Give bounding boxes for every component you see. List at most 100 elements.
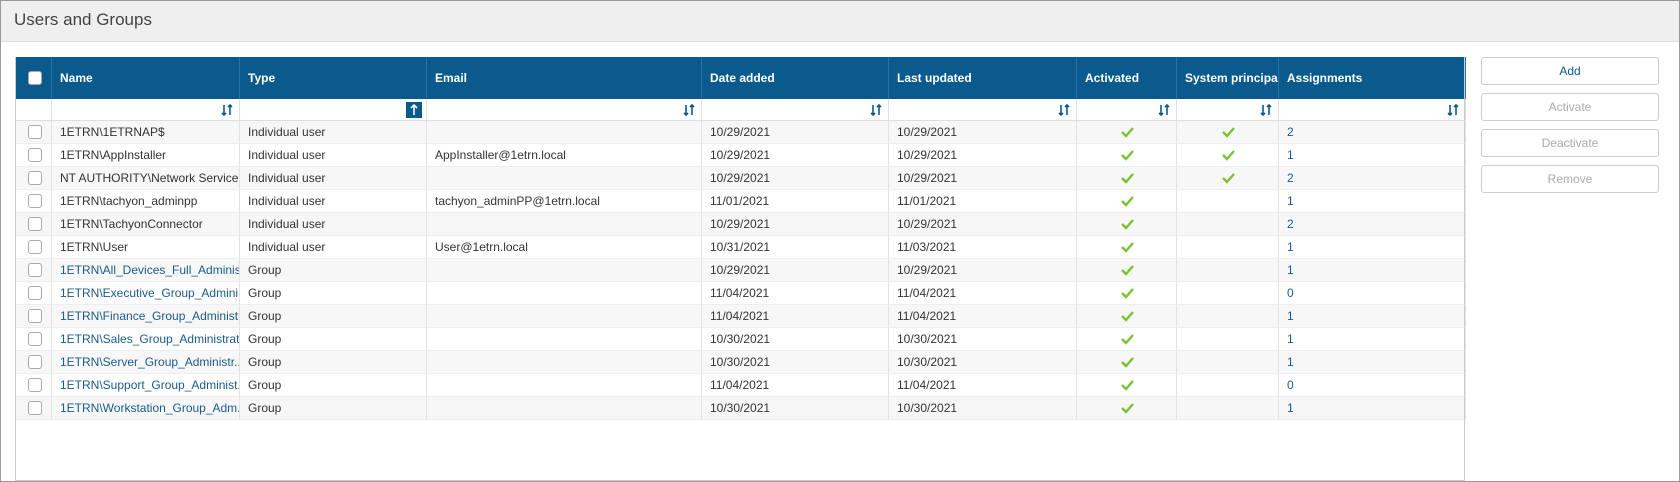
column-header[interactable]: Assignments (1279, 57, 1466, 99)
filter-cell[interactable] (1177, 99, 1279, 120)
row-checkbox[interactable] (28, 171, 42, 185)
cell-link[interactable]: 1 (1287, 332, 1294, 346)
filter-cell[interactable] (427, 99, 702, 120)
table-cell: 11/04/2021 (702, 374, 889, 396)
check-icon (1120, 311, 1134, 322)
cell-link[interactable]: 1 (1287, 355, 1294, 369)
table-cell[interactable]: 1 (1279, 144, 1466, 166)
table-cell (427, 213, 702, 235)
column-header[interactable]: Activated (1077, 57, 1177, 99)
table-cell[interactable]: 1ETRN\Server_Group_Administr... (52, 351, 240, 373)
table-cell: tachyon_adminPP@1etrn.local (427, 190, 702, 212)
table-cell[interactable]: 1 (1279, 259, 1466, 281)
table-cell[interactable]: 1ETRN\All_Devices_Full_Adminis... (52, 259, 240, 281)
row-checkbox[interactable] (28, 194, 42, 208)
table-cell[interactable]: 2 (1279, 121, 1466, 143)
cell-link[interactable]: 1ETRN\Sales_Group_Administrat... (60, 332, 240, 346)
sort-icon[interactable] (219, 102, 235, 118)
sort-icon[interactable] (868, 102, 884, 118)
cell-link[interactable]: 1ETRN\Finance_Group_Administ... (60, 309, 240, 323)
row-checkbox[interactable] (28, 309, 42, 323)
row-checkbox[interactable] (28, 401, 42, 415)
cell-text: Group (248, 263, 282, 277)
column-header[interactable]: Type (240, 57, 427, 99)
cell-link[interactable]: 1 (1287, 309, 1294, 323)
table-cell[interactable]: 0 (1279, 282, 1466, 304)
column-header[interactable]: Name (52, 57, 240, 99)
row-checkbox[interactable] (28, 240, 42, 254)
row-checkbox[interactable] (28, 125, 42, 139)
table-cell: AppInstaller@1etrn.local (427, 144, 702, 166)
cell-link[interactable]: 1 (1287, 263, 1294, 277)
column-header[interactable]: System principal (1177, 57, 1279, 99)
row-checkbox[interactable] (28, 217, 42, 231)
cell-link[interactable]: 1 (1287, 194, 1294, 208)
table-cell[interactable]: 1 (1279, 351, 1466, 373)
table-cell[interactable]: 2 (1279, 213, 1466, 235)
cell-link[interactable]: 1 (1287, 148, 1294, 162)
select-all-checkbox[interactable] (28, 71, 42, 85)
table-cell[interactable]: 1 (1279, 305, 1466, 327)
row-checkbox[interactable] (28, 378, 42, 392)
column-header[interactable]: Last updated (889, 57, 1077, 99)
cell-link[interactable]: 0 (1287, 378, 1294, 392)
column-header[interactable]: Date added (702, 57, 889, 99)
filter-cell[interactable] (702, 99, 889, 120)
action-button[interactable]: Add (1481, 57, 1659, 85)
cell-link[interactable]: 2 (1287, 171, 1294, 185)
row-checkbox[interactable] (28, 355, 42, 369)
filter-cell[interactable] (1077, 99, 1177, 120)
row-checkbox[interactable] (28, 148, 42, 162)
cell-text: 11/01/2021 (897, 194, 957, 208)
filter-cell[interactable] (889, 99, 1077, 120)
table-cell[interactable]: 1ETRN\Executive_Group_Admini... (52, 282, 240, 304)
table-cell[interactable]: 1ETRN\Finance_Group_Administ... (52, 305, 240, 327)
checkbox-cell (16, 190, 52, 212)
table-cell: NT AUTHORITY\Network Service (52, 167, 240, 189)
sort-icon[interactable] (1258, 102, 1274, 118)
sort-icon[interactable] (1056, 102, 1072, 118)
table-cell[interactable]: 1 (1279, 328, 1466, 350)
checkbox-cell (16, 282, 52, 304)
check-icon (1120, 288, 1134, 299)
cell-link[interactable]: 1ETRN\Support_Group_Administ... (60, 378, 240, 392)
row-checkbox[interactable] (28, 332, 42, 346)
table-cell[interactable]: 1ETRN\Support_Group_Administ... (52, 374, 240, 396)
cell-link[interactable]: 1ETRN\All_Devices_Full_Adminis... (60, 263, 240, 277)
filter-cell[interactable] (240, 99, 427, 120)
cell-link[interactable]: 1 (1287, 240, 1294, 254)
action-button: Deactivate (1481, 129, 1659, 157)
sort-icon[interactable] (1156, 102, 1172, 118)
cell-link[interactable]: 2 (1287, 125, 1294, 139)
table-cell[interactable]: 1ETRN\Workstation_Group_Adm... (52, 397, 240, 419)
table-cell[interactable]: 0 (1279, 374, 1466, 396)
check-icon (1120, 173, 1134, 184)
cell-link[interactable]: 1ETRN\Workstation_Group_Adm... (60, 401, 240, 415)
cell-link[interactable]: 1ETRN\Executive_Group_Admini... (60, 286, 240, 300)
sort-icon[interactable] (406, 102, 422, 118)
table-cell[interactable]: 1 (1279, 236, 1466, 258)
table-cell: 10/31/2021 (702, 236, 889, 258)
table-cell[interactable]: 1 (1279, 397, 1466, 419)
table-row: 1ETRN\Workstation_Group_Adm... Group 10/30… (16, 397, 1466, 420)
row-checkbox[interactable] (28, 286, 42, 300)
cell-link[interactable]: 1 (1287, 401, 1294, 415)
cell-link[interactable]: 0 (1287, 286, 1294, 300)
cell-link[interactable]: 1ETRN\Server_Group_Administr... (60, 355, 240, 369)
table-cell: 10/30/2021 (889, 351, 1077, 373)
row-checkbox[interactable] (28, 263, 42, 277)
cell-text: 10/29/2021 (897, 125, 958, 139)
checkbox-cell (16, 144, 52, 166)
cell-link[interactable]: 2 (1287, 217, 1294, 231)
cell-text: 11/04/2021 (710, 286, 770, 300)
table-cell: 10/29/2021 (889, 259, 1077, 281)
sort-icon[interactable] (681, 102, 697, 118)
filter-cell[interactable] (1279, 99, 1466, 120)
filter-cell[interactable] (52, 99, 240, 120)
column-header[interactable]: Email (427, 57, 702, 99)
table-cell[interactable]: 2 (1279, 167, 1466, 189)
table-cell[interactable]: 1ETRN\Sales_Group_Administrat... (52, 328, 240, 350)
table-cell[interactable]: 1 (1279, 190, 1466, 212)
checkbox-cell (16, 374, 52, 396)
sort-icon[interactable] (1445, 102, 1461, 118)
